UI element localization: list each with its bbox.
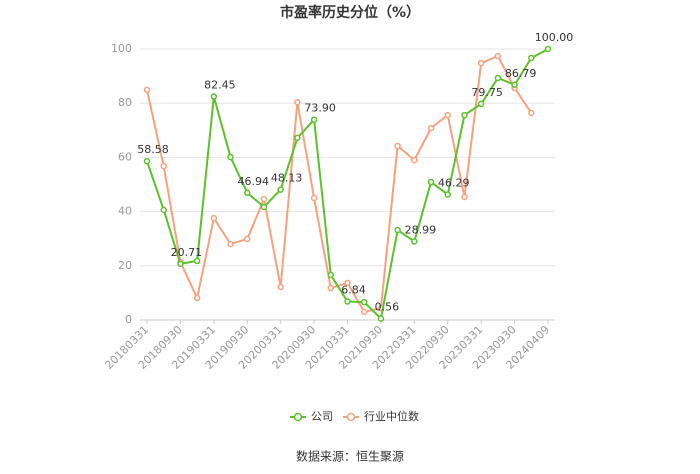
point xyxy=(260,203,268,211)
point xyxy=(160,162,167,170)
legend-marker xyxy=(346,412,356,422)
y-tick-label: 100 xyxy=(111,42,132,55)
point xyxy=(461,111,468,119)
point xyxy=(177,260,184,268)
point xyxy=(260,195,268,203)
legend-label: 公司 xyxy=(311,410,333,423)
point xyxy=(377,315,385,322)
y-tick-label: 60 xyxy=(118,150,132,163)
point xyxy=(193,294,201,302)
point xyxy=(344,279,351,287)
point xyxy=(277,283,284,291)
point xyxy=(244,189,251,197)
point xyxy=(344,298,351,305)
legend-marker xyxy=(293,412,303,422)
point xyxy=(294,98,301,106)
point xyxy=(427,178,435,186)
point xyxy=(227,240,234,248)
point xyxy=(411,156,418,164)
point xyxy=(244,235,251,243)
point xyxy=(544,45,552,53)
point xyxy=(193,257,201,265)
point xyxy=(310,194,318,202)
point xyxy=(327,284,335,292)
point xyxy=(360,298,368,306)
point xyxy=(427,124,435,132)
point xyxy=(294,134,301,142)
y-tick-label: 20 xyxy=(118,259,132,272)
data-label: 79.75 xyxy=(471,86,503,99)
point xyxy=(461,193,468,201)
data-label: 46.29 xyxy=(438,177,470,190)
data-label: 58.58 xyxy=(137,143,169,156)
point xyxy=(477,100,485,108)
point xyxy=(143,86,151,94)
point xyxy=(143,157,151,165)
data-label: 6.84 xyxy=(341,283,366,296)
point xyxy=(210,93,218,100)
point xyxy=(528,54,535,62)
point xyxy=(310,116,318,123)
legend-label: 行业中位数 xyxy=(364,409,419,423)
data-label: 20.71 xyxy=(171,246,203,259)
point xyxy=(360,308,368,316)
point xyxy=(477,59,485,67)
data-label: 28.99 xyxy=(405,223,437,236)
point xyxy=(327,271,335,279)
point xyxy=(394,226,401,234)
point xyxy=(494,74,502,82)
data-label: 82.45 xyxy=(204,79,236,92)
data-label: 100.00 xyxy=(535,31,574,44)
data-label: 86.79 xyxy=(505,67,537,80)
point xyxy=(411,238,418,245)
data-label: 46.94 xyxy=(238,175,270,188)
point xyxy=(227,153,234,161)
point xyxy=(394,142,401,150)
point xyxy=(277,186,284,193)
point xyxy=(511,81,518,89)
point xyxy=(444,111,451,119)
y-tick-label: 40 xyxy=(118,205,132,218)
data-label: 73.90 xyxy=(304,102,336,115)
y-tick-label: 80 xyxy=(118,96,132,109)
point xyxy=(528,109,535,117)
point xyxy=(494,52,502,60)
data-label: 0.56 xyxy=(375,300,400,313)
series-line xyxy=(146,54,533,314)
data-label: 48.13 xyxy=(271,172,303,185)
point xyxy=(210,214,218,222)
y-tick-label: 0 xyxy=(125,313,132,326)
point xyxy=(444,191,451,198)
chart-title: 市盈率历史分位（%） xyxy=(280,4,420,21)
source: 数据来源：恒生聚源 xyxy=(296,449,404,464)
point xyxy=(160,206,167,214)
